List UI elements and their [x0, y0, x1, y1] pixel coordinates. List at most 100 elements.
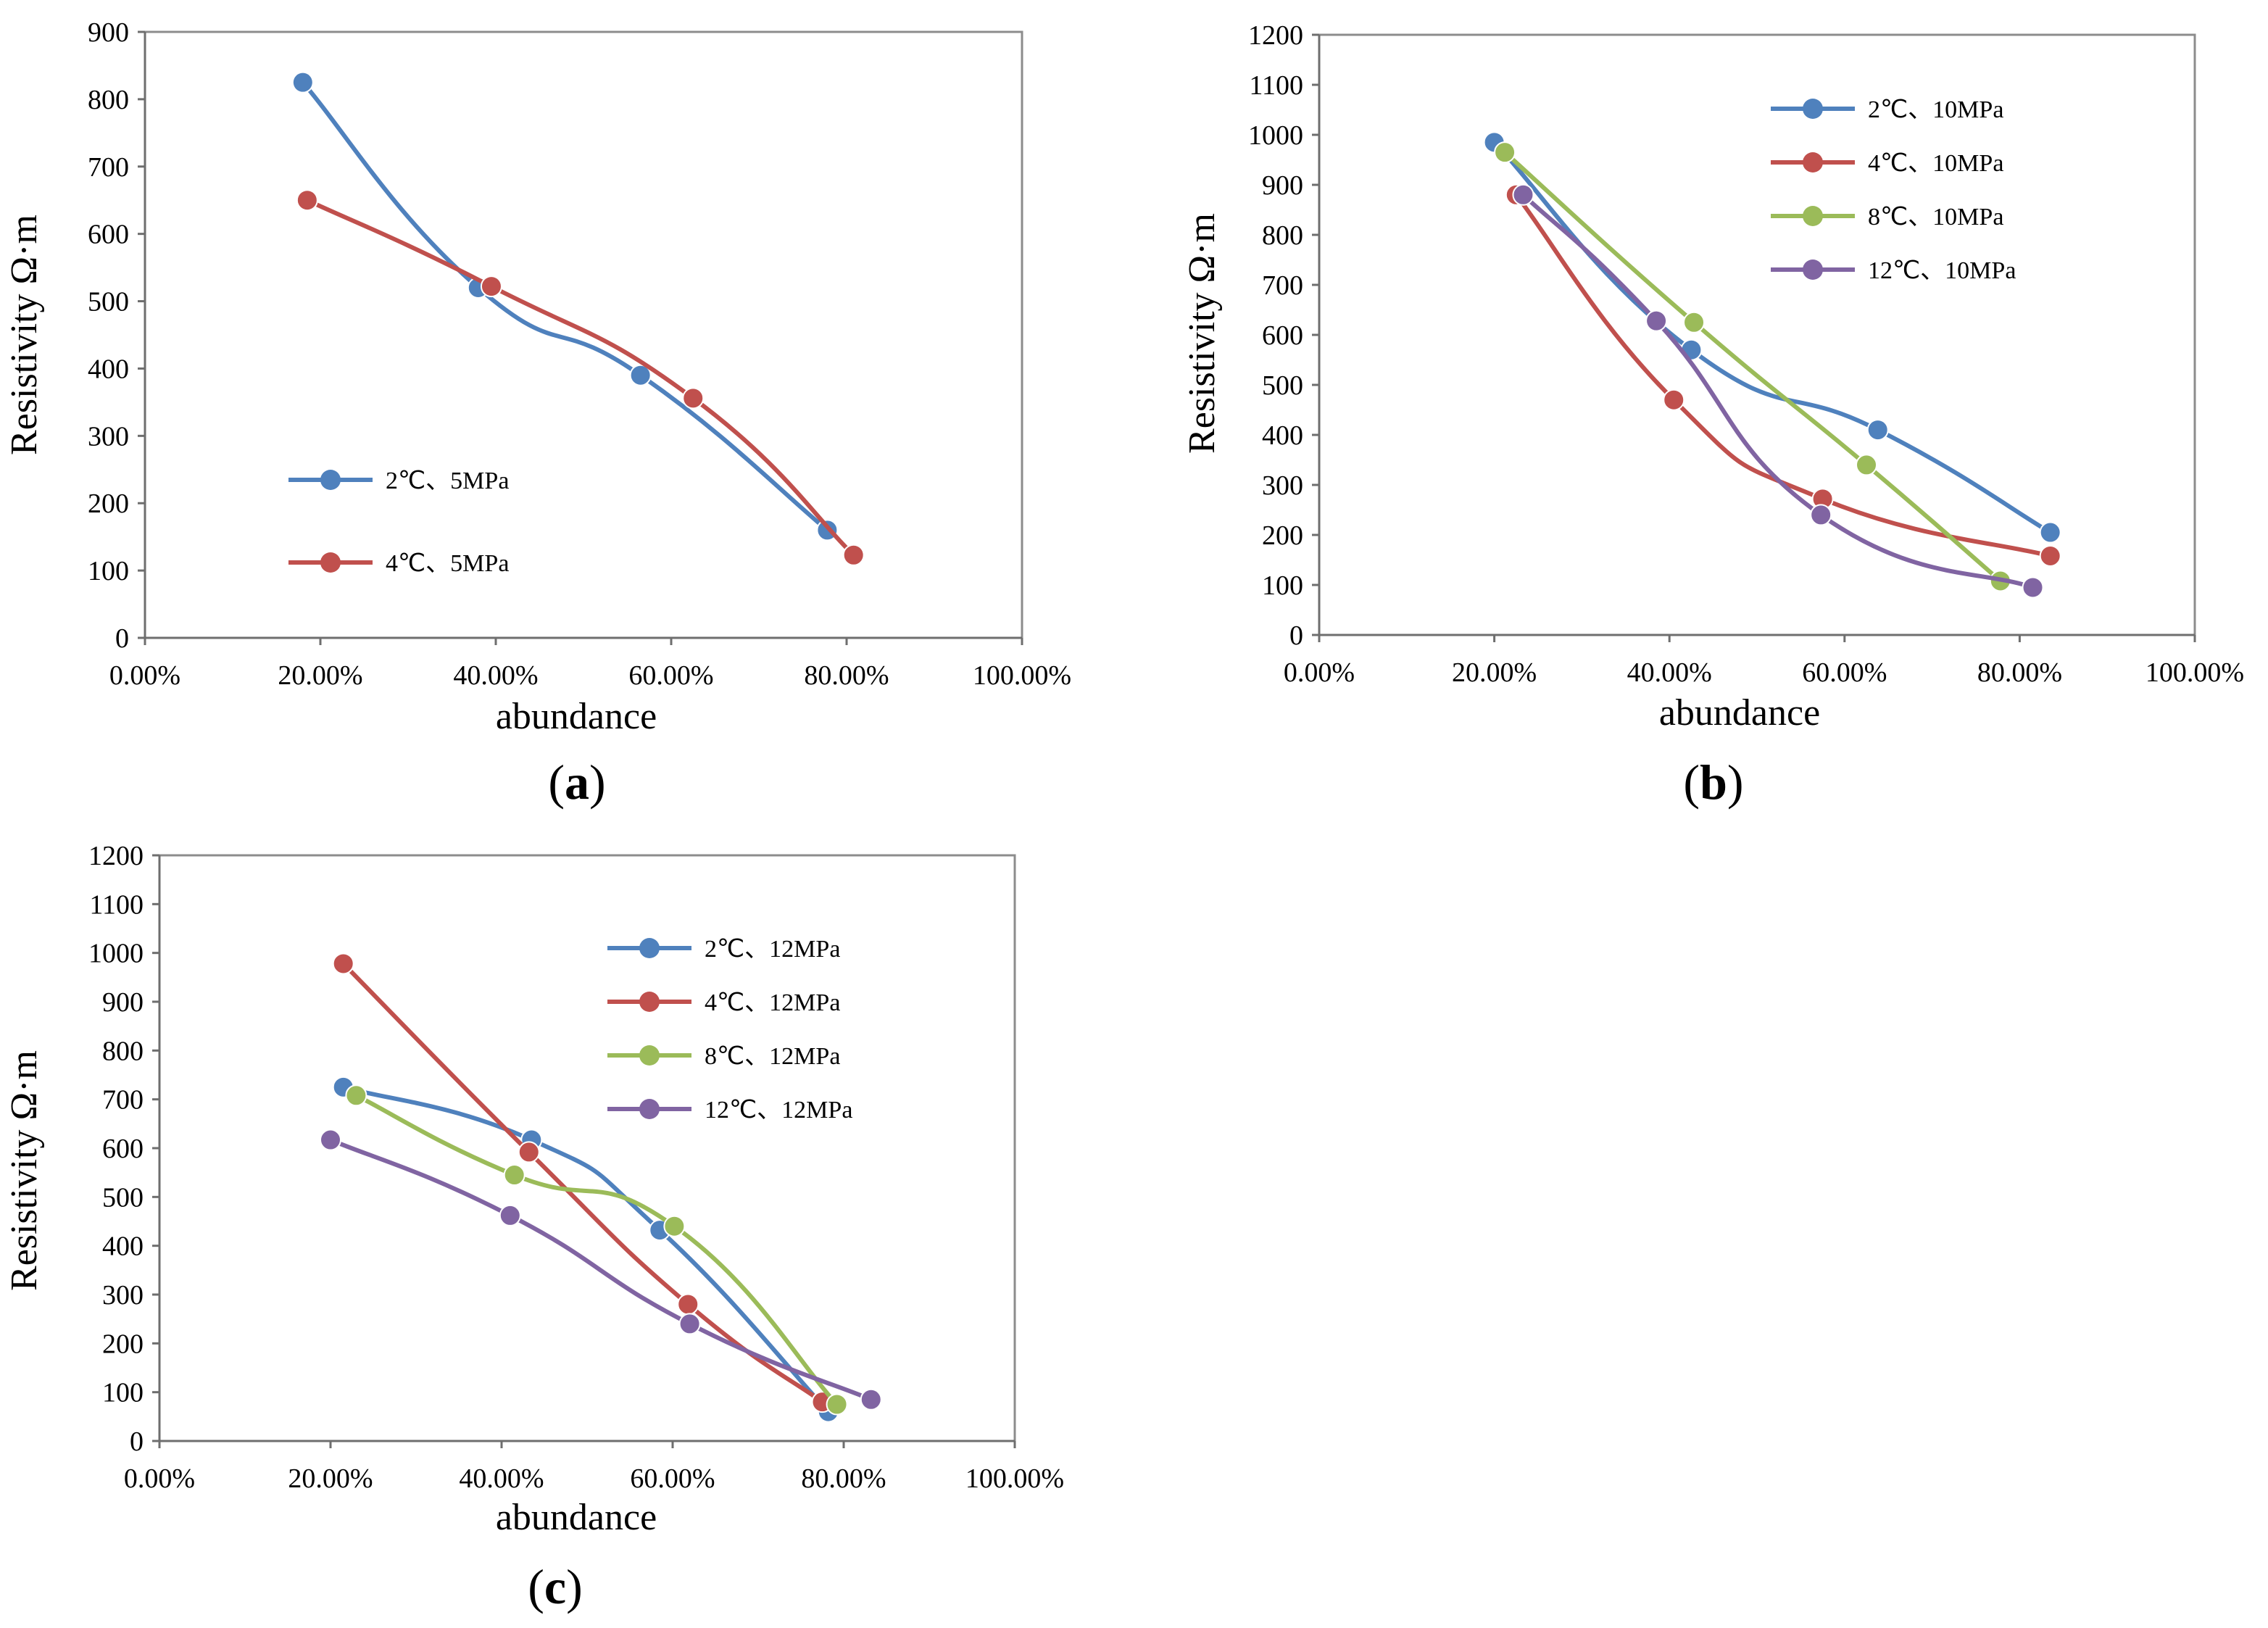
x-tick-label: 20.00% — [288, 1463, 373, 1494]
y-tick-label: 700 — [102, 1085, 144, 1116]
y-tick-label: 600 — [88, 220, 129, 250]
data-point — [518, 1141, 540, 1163]
chart-a-svg: 0 100 200 300 400 500 600 700 800 900 0.00% 20.00% 4… — [4, 17, 1071, 737]
data-point — [499, 1204, 521, 1226]
y-tick-label: 400 — [102, 1232, 144, 1262]
series-line-1 — [1492, 140, 2053, 535]
legend-swatch-marker — [639, 1099, 660, 1119]
y-tick-label: 1100 — [1249, 70, 1303, 101]
caption-b-letter: b — [1700, 755, 1727, 810]
y-tick-label: 1200 — [1248, 20, 1303, 51]
series-line-3 — [1503, 150, 2003, 583]
legend-label: 4℃、12MPa — [705, 989, 840, 1016]
legend-swatch-marker — [1803, 99, 1823, 119]
y-tick-label: 100 — [1262, 570, 1303, 601]
y-tick-label: 500 — [88, 287, 129, 317]
y-tick-label: 100 — [102, 1378, 144, 1408]
data-point — [629, 364, 652, 386]
x-tick-label: 100.00% — [973, 660, 1071, 691]
y-tick-label: 1000 — [88, 939, 144, 969]
legend-swatch-marker — [320, 470, 341, 490]
y-tick-label: 100 — [88, 556, 129, 586]
data-point — [2022, 576, 2044, 599]
series-line-4 — [328, 1137, 873, 1402]
data-point — [677, 1293, 699, 1316]
data-point — [291, 71, 314, 94]
chart-panel-c: 0 100 200 300 400 500 600 700 800 900 1000 1100 1200… — [0, 826, 1131, 1558]
x-tick-label: 80.00% — [804, 660, 889, 691]
data-point — [1512, 183, 1534, 206]
legend-label: 8℃、12MPa — [705, 1043, 840, 1070]
chart-panel-a: 0 100 200 300 400 500 600 700 800 900 0.00% 20.00% 4… — [0, 0, 1131, 754]
y-tick-label: 700 — [1262, 270, 1303, 301]
legend-label: 12℃、10MPa — [1868, 257, 2016, 284]
data-point — [296, 189, 318, 212]
y-tick-label: 300 — [1262, 470, 1303, 501]
legend-swatch-marker — [1803, 152, 1823, 173]
y-tick-label: 300 — [102, 1280, 144, 1311]
chart-panel-b: 0 100 200 300 400 500 600 700 800 900 1000 1100 1200… — [1160, 0, 2268, 754]
y-tick-label: 800 — [102, 1036, 144, 1066]
legend-swatch-marker — [639, 938, 660, 958]
x-tick-label: 80.00% — [801, 1463, 886, 1494]
x-tick-label: 20.00% — [278, 660, 362, 691]
data-point — [1494, 141, 1516, 164]
x-tick-label: 40.00% — [1627, 657, 1712, 688]
series-line-1 — [300, 80, 830, 533]
x-tick-label: 0.00% — [109, 660, 180, 691]
y-tick-label: 600 — [1262, 320, 1303, 351]
y-tick-label: 1200 — [88, 841, 144, 871]
data-point — [320, 1129, 341, 1151]
y-tick-label: 800 — [1262, 220, 1303, 251]
chart-c-svg: 0 100 200 300 400 500 600 700 800 900 1000 1100 1200… — [4, 841, 1064, 1538]
y-tick-label: 1000 — [1248, 120, 1303, 151]
x-axis-title: abundance — [496, 696, 657, 737]
caption-c: (c) — [528, 1559, 583, 1614]
data-point — [1663, 389, 1685, 411]
x-tick-label: 0.00% — [124, 1463, 195, 1494]
y-tick-label: 0 — [130, 1426, 144, 1457]
legend-label: 4℃、10MPa — [1868, 150, 2003, 177]
y-tick-label: 800 — [88, 85, 129, 115]
legend-label: 2℃、10MPa — [1868, 96, 2003, 123]
y-axis-title: Resistivity Ω·m — [4, 1050, 45, 1291]
data-point — [842, 544, 865, 566]
legend-swatch-marker — [639, 1045, 660, 1066]
data-point — [682, 387, 705, 410]
legend-label: 2℃、5MPa — [386, 468, 509, 494]
legend-label: 8℃、10MPa — [1868, 204, 2003, 231]
legend-swatch-marker — [1803, 259, 1823, 280]
y-axis-title: Resistivity Ω·m — [1181, 213, 1223, 454]
data-point — [480, 275, 502, 298]
data-point — [2039, 544, 2061, 567]
x-tick-label: 60.00% — [1802, 657, 1887, 688]
y-tick-label: 0 — [1289, 620, 1303, 651]
data-point — [1856, 454, 1877, 476]
data-point — [332, 952, 354, 975]
legend-swatch-marker — [639, 992, 660, 1012]
legend-label: 4℃、5MPa — [386, 550, 509, 577]
x-tick-label: 40.00% — [459, 1463, 544, 1494]
y-tick-label: 300 — [88, 421, 129, 452]
legend-label: 12℃、12MPa — [705, 1097, 852, 1124]
x-tick-label: 20.00% — [1452, 657, 1537, 688]
data-point — [2039, 521, 2061, 544]
y-tick-label: 500 — [1262, 370, 1303, 401]
caption-a: (a) — [548, 755, 606, 810]
legend-label: 2℃、12MPa — [705, 936, 840, 963]
data-point — [1683, 311, 1706, 333]
data-point — [1645, 310, 1668, 332]
y-tick-label: 600 — [102, 1134, 144, 1164]
x-axis-title: abundance — [496, 1497, 657, 1538]
x-tick-label: 100.00% — [2146, 657, 2244, 688]
plot-frame — [1318, 33, 2196, 636]
y-tick-label: 900 — [102, 987, 144, 1018]
y-tick-label: 200 — [102, 1329, 144, 1359]
data-point — [1866, 419, 1889, 441]
caption-a-letter: a — [565, 755, 589, 810]
data-point — [860, 1388, 882, 1411]
y-tick-label: 500 — [102, 1182, 144, 1213]
chart-b-svg: 0 100 200 300 400 500 600 700 800 900 1000 1100 1200… — [1181, 20, 2244, 734]
data-point — [826, 1393, 848, 1416]
y-tick-label: 700 — [88, 152, 129, 183]
